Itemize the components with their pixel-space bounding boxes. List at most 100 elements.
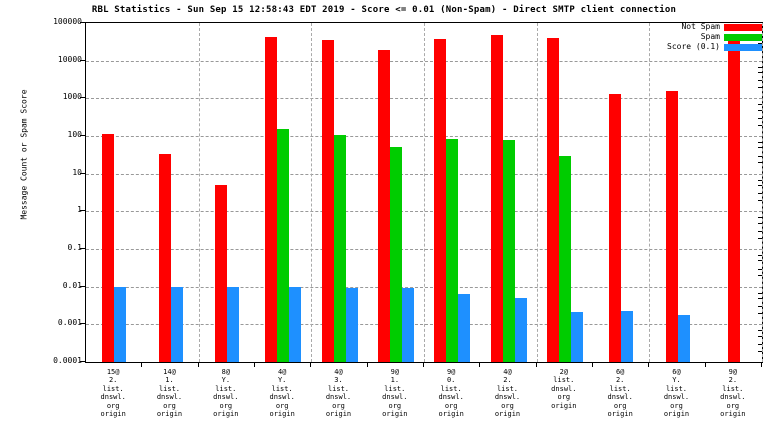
bar-not-spam <box>727 36 740 362</box>
x-tick-label-line: 9@ <box>446 368 456 376</box>
x-tick-label: 4@ 2. list. dnswl. org origin <box>478 368 538 418</box>
y-minor-tick <box>758 185 762 186</box>
x-tick-mark <box>592 363 593 367</box>
y-minor-tick <box>758 350 762 352</box>
x-tick-label-line: org <box>388 401 402 410</box>
bar-not-spam <box>609 94 622 362</box>
legend-label: Score (0.1) <box>667 42 720 51</box>
x-tick-mark <box>479 363 481 367</box>
bar-not-spam <box>214 185 227 362</box>
x-tick-label-line: dnswl. <box>213 393 239 402</box>
chart-legend: Not Spam Spam Score (0.1) <box>602 22 762 52</box>
x-tick-label-line: Y. <box>221 376 231 385</box>
x-tick-mark <box>310 363 312 367</box>
y-minor-tick <box>758 306 762 308</box>
x-tick-label-line: origin <box>551 401 577 410</box>
bar-spam <box>333 135 346 362</box>
x-tick-label-line: 15@ <box>106 368 120 376</box>
x-tick-label-line: org <box>163 401 176 410</box>
x-tick-label-line: origin <box>156 410 183 419</box>
y-minor-tick <box>758 66 762 68</box>
y-tick-mark <box>80 97 85 99</box>
bar-not-spam <box>434 39 447 362</box>
x-tick-label: 9@ 2. list. dnswl. org origin <box>703 368 763 418</box>
x-tick-label-line: dnswl. <box>607 393 633 402</box>
x-tick-label-line: dnswl. <box>494 393 521 402</box>
x-tick-label-line: 6@ <box>672 368 681 376</box>
x-tick-label: 6@ 2. list. dnswl. org origin <box>590 368 650 418</box>
y-minor-tick <box>758 330 762 332</box>
x-tick-label-line: 2. <box>728 376 738 385</box>
x-tick-mark <box>648 363 650 367</box>
y-minor-tick <box>758 193 762 195</box>
y-tick-label: 0.01 <box>62 280 82 290</box>
x-tick-label: 8@ Y. list. dnswl. org origin <box>196 368 256 418</box>
x-tick-label-line: org <box>557 393 571 402</box>
bar-spam <box>446 138 459 362</box>
x-tick-label-line: dnswl. <box>720 393 746 402</box>
legend-label: Spam <box>700 32 720 41</box>
bar-score-0-1 <box>458 294 471 362</box>
x-tick-label-line: origin <box>720 410 746 419</box>
x-tick-label-line: 1. <box>165 376 174 385</box>
legend-swatch-spam <box>724 33 762 41</box>
x-tick-label-line: list. <box>609 384 631 393</box>
y-minor-tick <box>758 118 762 120</box>
bar-score-0-1 <box>677 314 690 362</box>
y-tick-label: 100 <box>67 130 82 139</box>
y-minor-tick <box>758 199 762 201</box>
x-tick-label-line: list. <box>158 384 181 393</box>
x-tick-label: 6@ Y. list. dnswl. org origin <box>647 368 707 418</box>
x-tick-label-line: 9@ <box>390 368 400 376</box>
x-tick-label-line: list. <box>440 384 462 393</box>
y-tick-mark <box>80 172 85 174</box>
x-tick-label-line: list. <box>271 384 293 393</box>
x-tick-label-line: 6@ <box>615 368 625 376</box>
y-tick-label: 10 <box>72 167 82 177</box>
x-tick-label-line: org <box>613 401 627 410</box>
x-tick-label: 14@ 1. list. dnswl. org origin <box>140 368 200 418</box>
bar-not-spam <box>377 50 390 362</box>
bar-spam <box>389 146 402 362</box>
x-tick-label-line: 1. <box>390 376 400 385</box>
vertical-gridline <box>198 23 200 362</box>
bar-score-0-1 <box>621 311 634 362</box>
x-tick-label-line: dnswl. <box>156 393 183 402</box>
x-tick-label: 2@ list. dnswl. org origin <box>534 368 594 410</box>
x-tick-mark <box>535 363 537 367</box>
x-tick-label-line: Y. <box>672 376 681 385</box>
x-tick-label-line: list. <box>327 384 350 393</box>
x-tick-label-line: list. <box>722 384 744 393</box>
bar-score-0-1 <box>345 287 358 362</box>
y-tick-mark <box>80 323 85 325</box>
vertical-gridline <box>424 23 425 362</box>
x-tick-label: 4@ 3. list. dnswl. org origin <box>309 368 369 418</box>
legend-item: Not Spam <box>602 22 762 32</box>
vertical-gridline <box>311 23 313 362</box>
x-tick-label-line: list. <box>553 376 575 385</box>
bar-not-spam <box>158 153 171 362</box>
y-tick-mark <box>80 210 85 212</box>
y-tick-label: 1000 <box>62 92 82 102</box>
bar-score-0-1 <box>401 288 414 362</box>
bar-score-0-1 <box>570 312 583 362</box>
x-tick-label-line: 4@ <box>503 368 512 376</box>
y-minor-tick <box>758 155 762 157</box>
y-minor-tick <box>758 335 762 337</box>
y-axis: Message Count or Spam Score 100000 10000 1… <box>0 0 85 432</box>
x-tick-label-line: dnswl. <box>663 393 690 402</box>
plot-area <box>85 22 763 363</box>
x-tick-mark <box>254 363 255 367</box>
x-tick-label-line: org <box>670 401 683 410</box>
bar-score-0-1 <box>514 298 527 362</box>
x-tick-label-line: origin <box>269 410 295 419</box>
x-tick-label-line: origin <box>325 410 352 419</box>
y-minor-tick <box>758 344 762 346</box>
y-tick-mark <box>80 59 85 61</box>
y-tick-label: 100000 <box>53 17 82 26</box>
y-minor-tick <box>758 42 762 44</box>
x-axis: 15@ 2. list. dnswl. org origin 14@ 1. list. dnswl… <box>85 363 763 433</box>
x-tick-label: 15@ 2. list. dnswl. org origin <box>83 368 143 418</box>
y-tick-label: 0.1 <box>67 243 82 252</box>
y-minor-tick <box>758 72 762 73</box>
